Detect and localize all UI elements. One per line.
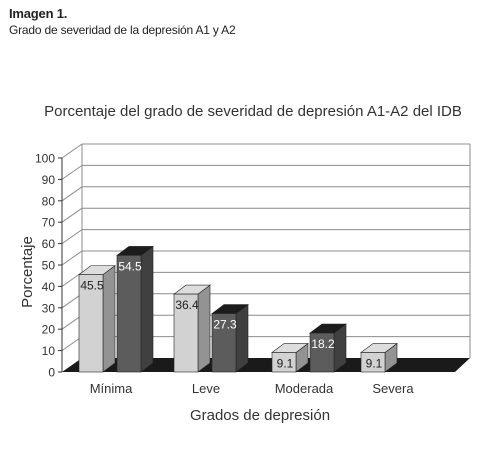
y-tick-label: 0 [48,366,55,380]
y-tick-label: 10 [42,344,56,358]
y-tick-label: 70 [42,216,56,230]
gridline-side [61,164,83,180]
y-tick-label: 40 [42,280,56,294]
data-label: 45.5 [80,279,104,293]
data-label: 18.2 [311,337,335,351]
y-tick-label: 60 [42,237,56,251]
y-tick-label: 90 [42,173,56,187]
x-tick-label: Mínima [90,381,133,396]
bar-a1 [173,293,199,373]
y-tick-label: 80 [42,194,56,208]
bar-a2 [309,332,335,373]
bar-side [140,245,154,373]
bar-side [102,265,116,373]
figure-caption: Grado de severidad de la depresión A1 y … [9,23,236,37]
y-tick-label: 30 [42,301,56,315]
data-label: 54.5 [118,259,142,273]
data-label: 9.1 [277,357,294,371]
bar-a1 [360,352,386,373]
y-tick-label: 100 [35,152,55,166]
y-tick-label: 20 [42,323,56,337]
gridline-side [61,186,83,202]
x-tick-label: Leve [192,381,220,396]
figure-header: Imagen 1. Grado de severidad de la depre… [9,6,236,38]
chart-bars [78,245,398,373]
bar-side [197,284,211,373]
y-tick-label: 50 [42,259,56,273]
gridline-side [61,314,83,330]
gridline-side [61,250,83,266]
gridline-side [61,143,83,159]
data-label: 27.3 [213,318,237,332]
y-axis-label: Porcentaje [19,236,36,308]
chart-axes: 0 10 20 30 40 50 60 70 80 90 100 [35,152,63,380]
data-label: 9.1 [366,357,383,371]
bar-a2 [116,255,142,373]
x-tick-label: Severa [372,381,414,396]
gridline-side [61,229,83,245]
figure-label: Imagen 1. [9,6,68,21]
chart-labels: 45.5 54.5 Mínima 36.4 27.3 Leve 9.1 18.2 Moderad… [80,259,414,396]
bar-a1 [271,352,297,373]
gridline-side [61,293,83,309]
bar-side [235,303,249,373]
bar-a2 [211,313,237,373]
chart-title: Porcentaje del grado de severidad de dep… [44,103,462,120]
gridline-side [61,207,83,223]
x-axis-label: Grados de depresión [190,407,330,424]
bar-a1 [78,274,104,373]
gridline-side [61,336,83,352]
data-label: 36.4 [175,298,199,312]
x-tick-label: Moderada [275,381,334,396]
